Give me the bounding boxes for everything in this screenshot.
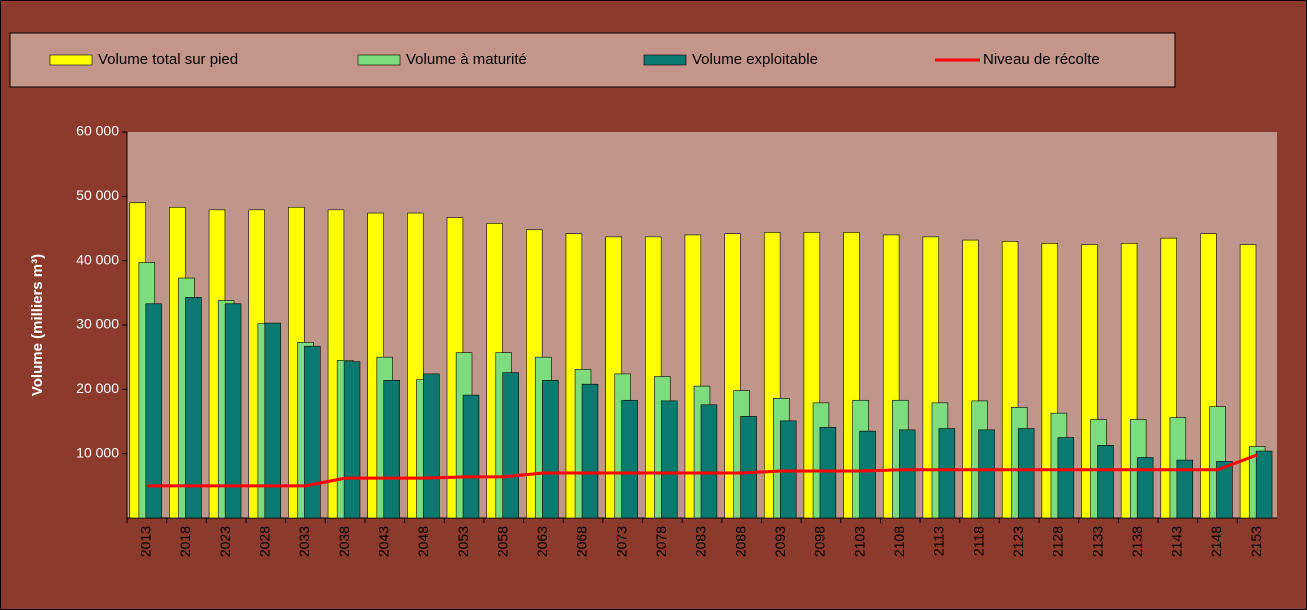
- x-tick-label: 2018: [177, 526, 193, 557]
- legend-swatch: [49, 54, 93, 66]
- bar: [938, 428, 956, 519]
- x-tick-label: 2048: [415, 526, 431, 557]
- bar: [502, 372, 519, 519]
- x-tick-label: 2033: [296, 526, 312, 557]
- x-tick-label: 2063: [534, 526, 550, 557]
- x-tick-label: 2118: [970, 526, 986, 556]
- x-tick-label: 2088: [732, 526, 748, 557]
- legend-swatch: [357, 54, 401, 66]
- y-tick-label: 40 000: [76, 251, 119, 267]
- x-tick-label: 2148: [1208, 526, 1224, 557]
- bar: [264, 322, 281, 519]
- bar: [145, 303, 162, 519]
- x-tick-label: 2083: [693, 526, 709, 557]
- legend-swatch: [643, 54, 687, 66]
- y-tick-label: 60 000: [76, 123, 119, 139]
- bar: [185, 297, 202, 519]
- bar: [304, 345, 321, 519]
- bar: [621, 399, 638, 519]
- bar: [1176, 459, 1194, 519]
- x-tick-label: 2053: [455, 526, 471, 557]
- x-tick-label: 2013: [138, 526, 154, 557]
- bar: [1097, 445, 1114, 519]
- bar: [978, 429, 995, 519]
- legend-label: Volume exploitable: [692, 51, 818, 68]
- x-tick-label: 2023: [217, 526, 233, 557]
- bar: [700, 404, 718, 519]
- bar: [462, 394, 480, 519]
- x-tick-label: 2133: [1089, 526, 1105, 557]
- bar: [343, 361, 361, 519]
- x-tick-label: 2038: [336, 526, 352, 557]
- x-tick-label: 2068: [574, 526, 590, 557]
- x-tick-label: 2098: [812, 526, 828, 557]
- bar: [740, 416, 757, 519]
- legend-label: Niveau de récolte: [983, 51, 1100, 68]
- x-tick-label: 2143: [1169, 526, 1185, 557]
- y-tick-label: 10 000: [76, 444, 119, 460]
- bar: [581, 383, 599, 519]
- bar: [859, 430, 876, 519]
- x-tick-label: 2108: [891, 526, 907, 557]
- x-tick-label: 2073: [613, 526, 629, 557]
- x-tick-label: 2093: [772, 526, 788, 557]
- y-tick-label: 20 000: [76, 380, 119, 396]
- bar: [661, 400, 678, 519]
- bar: [224, 303, 242, 519]
- x-tick-label: 2078: [653, 526, 669, 557]
- y-axis-label: Volume (milliers m³): [29, 254, 46, 396]
- legend-label: Volume à maturité: [406, 51, 527, 68]
- bar: [542, 380, 559, 519]
- x-tick-label: 2103: [851, 526, 867, 557]
- bar: [383, 380, 400, 519]
- bar: [1255, 450, 1273, 519]
- legend-label: Volume total sur pied: [98, 51, 238, 68]
- x-tick-label: 2113: [931, 526, 947, 556]
- x-tick-label: 2138: [1129, 526, 1145, 557]
- x-tick-label: 2043: [375, 526, 391, 557]
- bar: [423, 373, 440, 519]
- x-tick-label: 2153: [1248, 526, 1264, 557]
- y-tick-label: 30 000: [76, 316, 119, 332]
- x-tick-label: 2128: [1050, 526, 1066, 557]
- bar: [819, 426, 837, 519]
- x-tick-label: 2058: [494, 526, 510, 557]
- x-tick-label: 2123: [1010, 526, 1026, 557]
- bar: [780, 420, 797, 519]
- line-series: [146, 453, 1258, 488]
- bar: [1216, 461, 1233, 519]
- bar: [898, 429, 916, 519]
- bar: [1017, 428, 1035, 519]
- bar: [1057, 437, 1075, 519]
- bar: [1136, 457, 1154, 519]
- y-tick-label: 50 000: [76, 187, 119, 203]
- x-tick-label: 2028: [256, 526, 272, 557]
- legend-box: [9, 32, 1176, 88]
